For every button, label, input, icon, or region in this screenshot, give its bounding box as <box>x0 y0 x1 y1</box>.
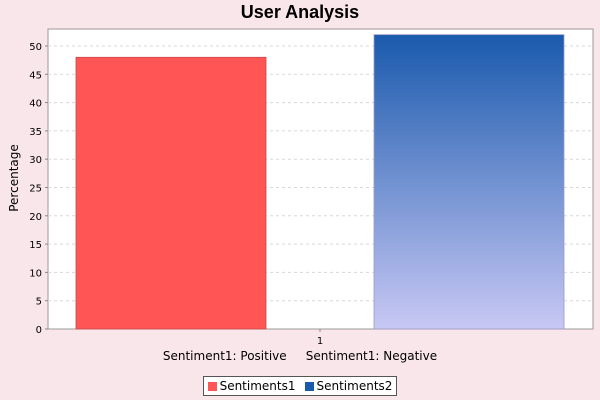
legend-swatch-sentiments1 <box>207 381 217 391</box>
legend-item-sentiments2: Sentiments2 <box>304 379 393 393</box>
y-tick-label: 40 <box>29 99 42 110</box>
bar-sentiments1 <box>75 56 267 330</box>
y-tick-label: 10 <box>29 268 42 279</box>
legend-label-sentiments1: Sentiments1 <box>219 379 296 393</box>
y-tick-label: 15 <box>29 240 42 251</box>
legend-swatch-sentiments2 <box>304 381 314 391</box>
y-tick-label: 35 <box>29 127 42 138</box>
x-axis-label: Sentiment1: Positive Sentiment1: Negativ… <box>162 349 438 363</box>
y-tick-label: 25 <box>29 183 42 194</box>
x-tick-label: 1 <box>317 336 323 347</box>
y-tick-label: 50 <box>29 42 42 53</box>
y-tick-label: 0 <box>36 325 42 336</box>
legend-box: Sentiments1 Sentiments2 <box>202 376 398 396</box>
legend: Sentiments1 Sentiments2 <box>0 376 600 396</box>
legend-item-sentiments1: Sentiments1 <box>207 379 296 393</box>
y-tick-label: 30 <box>29 155 42 166</box>
chart-title: User Analysis <box>240 2 360 22</box>
y-axis-ticks: 0 5 10 15 20 25 30 35 40 45 50 <box>29 42 321 336</box>
bar-sentiments2 <box>373 34 565 330</box>
y-tick-label: 20 <box>29 212 42 223</box>
y-axis-label: Percentage <box>7 144 21 212</box>
y-tick-label: 5 <box>36 297 42 308</box>
bars <box>75 34 565 330</box>
y-tick-label: 45 <box>29 70 42 81</box>
legend-label-sentiments2: Sentiments2 <box>316 379 393 393</box>
